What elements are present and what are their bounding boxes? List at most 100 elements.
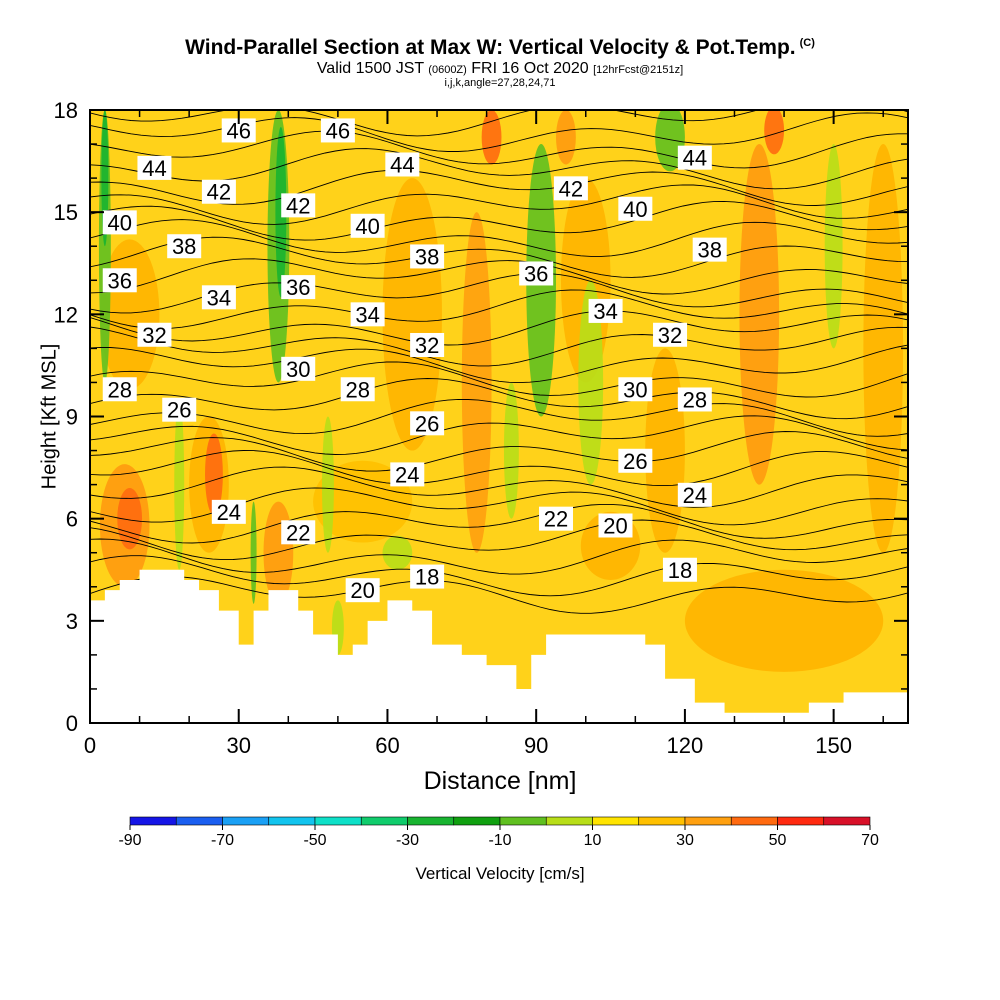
y-tick-label: 6 [66, 507, 78, 532]
velocity-shade-region [461, 212, 492, 553]
contour-label: 24 [395, 462, 419, 487]
theta-contour [90, 538, 908, 575]
colorbar-swatch [499, 816, 547, 826]
contour-label: 34 [207, 285, 231, 310]
colorbar-title: Vertical Velocity [cm/s] [415, 864, 585, 883]
contour-label-box [410, 411, 445, 436]
contour-label-box [340, 377, 375, 402]
velocity-shade-region [275, 127, 287, 298]
contour-label-box [162, 397, 197, 422]
colorbar-swatch [268, 816, 316, 826]
contour-label: 42 [559, 176, 583, 201]
contour-label-box [653, 322, 688, 347]
theta-contour [90, 200, 908, 241]
contour-label: 40 [623, 197, 647, 222]
contour-label: 40 [355, 214, 379, 239]
x-axis-label: Distance [nm] [423, 767, 577, 795]
contour-label-box [588, 298, 623, 323]
theta-contour [90, 431, 908, 472]
contour-label-box [618, 448, 653, 473]
colorbar-swatch [175, 816, 223, 826]
contour-label-box [320, 118, 355, 143]
contour-label: 24 [683, 483, 707, 508]
colorbar-swatch [222, 816, 270, 826]
theta-contour [90, 130, 908, 169]
contour-label-box [102, 377, 137, 402]
contour-label-box [410, 244, 445, 269]
contour-label-box [519, 261, 554, 286]
colorbar-tick-label: -90 [118, 832, 141, 849]
contour-label: 38 [172, 234, 196, 259]
contour-label-box [281, 275, 316, 300]
contour-label-box [167, 234, 202, 259]
velocity-shade-region [684, 569, 884, 672]
velocity-shade-region [503, 382, 519, 519]
contour-label-box [539, 506, 574, 531]
contour-label: 24 [217, 500, 241, 525]
colorbar-swatch [638, 816, 686, 826]
contour-label-box [662, 557, 697, 582]
theta-contour [90, 310, 908, 346]
colorbar-tick-label: -70 [211, 832, 234, 849]
velocity-shade-region [863, 144, 904, 553]
theta-contour [90, 344, 908, 384]
contour-label-box [410, 564, 445, 589]
velocity-shade-region [824, 144, 843, 349]
colorbar-swatch [684, 816, 732, 826]
theta-contour [90, 519, 908, 561]
contour-label-box [677, 387, 712, 412]
contour-label-box [677, 145, 712, 170]
colorbar-swatch [314, 816, 362, 826]
velocity-shade-region [655, 110, 685, 172]
contour-label: 22 [544, 507, 568, 532]
colorbar-swatch [545, 816, 593, 826]
velocity-shade-region [645, 348, 685, 553]
chart-valid-time: Valid 1500 JST (0600Z) FRI 16 Oct 2020 [… [316, 60, 684, 77]
contour-label: 44 [142, 156, 166, 181]
x-tick-label: 30 [226, 733, 250, 758]
contour-label: 36 [108, 268, 132, 293]
theta-contour [90, 326, 908, 367]
theta-contour [90, 466, 908, 508]
colorbar-swatch [592, 816, 640, 826]
contour-label: 44 [683, 146, 707, 171]
theta-contour [90, 450, 908, 487]
velocity-shade-region [205, 433, 223, 516]
contour-label: 34 [355, 302, 379, 327]
contour-label: 32 [658, 323, 682, 348]
contour-label: 28 [683, 387, 707, 412]
contour-label-box [677, 482, 712, 507]
colorbar-swatch [777, 816, 825, 826]
contour-label-box [281, 356, 316, 381]
contour-label-box [281, 193, 316, 218]
theta-contour [90, 258, 908, 295]
velocity-shade-region [578, 280, 604, 485]
colorbar-tick-label: 70 [861, 832, 879, 849]
theta-contour [90, 398, 908, 437]
contour-label-box [345, 578, 380, 603]
contour-label: 26 [415, 411, 439, 436]
colorbar-swatch [360, 816, 408, 826]
x-tick-label: 120 [667, 733, 704, 758]
theta-contour [90, 184, 908, 225]
theta-contour [90, 169, 908, 206]
x-tick-label: 90 [524, 733, 548, 758]
theta-contour [90, 361, 908, 398]
velocity-shade-region [556, 110, 576, 165]
colorbar-swatch [730, 816, 778, 826]
y-tick-label: 12 [54, 302, 78, 327]
contour-label: 34 [593, 299, 617, 324]
theta-contour [90, 378, 908, 420]
contour-label: 30 [623, 377, 647, 402]
chart-indices: i,j,k,angle=27,28,24,71 [444, 77, 556, 89]
theta-contour [90, 415, 908, 455]
contour-label: 36 [286, 275, 310, 300]
contour-label: 40 [108, 210, 132, 235]
theta-contour [90, 289, 908, 330]
contour-label: 20 [350, 578, 374, 603]
contour-label: 44 [390, 152, 414, 177]
contour-label: 22 [286, 520, 310, 545]
theta-contour [90, 503, 908, 544]
contour-label-box [102, 268, 137, 293]
terrain-mask [90, 569, 908, 723]
